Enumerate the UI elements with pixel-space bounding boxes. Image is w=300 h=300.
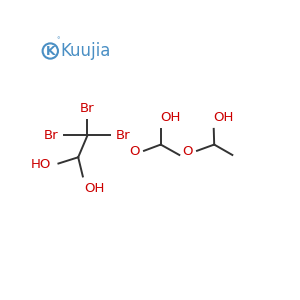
Text: °: ° — [56, 38, 60, 44]
Text: Br: Br — [80, 102, 95, 115]
Text: HO: HO — [31, 158, 52, 171]
Text: Kuujia: Kuujia — [60, 42, 111, 60]
Text: OH: OH — [214, 111, 234, 124]
Text: Br: Br — [43, 129, 58, 142]
Text: OH: OH — [161, 111, 181, 124]
Text: O: O — [129, 145, 140, 158]
Text: OH: OH — [84, 182, 104, 194]
Text: Br: Br — [116, 129, 130, 142]
Text: K: K — [46, 44, 55, 58]
Text: O: O — [182, 145, 193, 158]
